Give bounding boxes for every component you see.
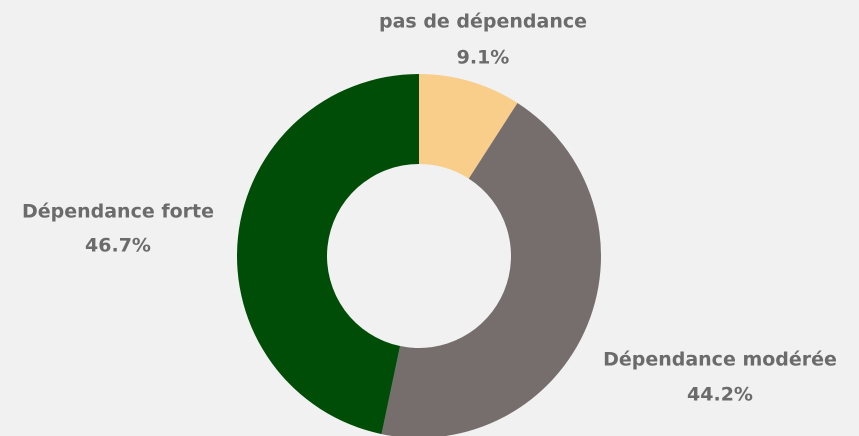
donut-slice xyxy=(419,74,518,179)
slice-label: pas de dépendance xyxy=(379,11,587,33)
slice-label: Dépendance forte xyxy=(22,201,214,223)
donut-slice xyxy=(381,102,601,436)
donut-slice xyxy=(237,74,419,435)
slice-value-label: 9.1% xyxy=(457,47,510,69)
slice-label: Dépendance modérée xyxy=(603,349,837,371)
slice-value-label: 46.7% xyxy=(85,235,151,257)
slice-value-label: 44.2% xyxy=(687,384,753,406)
